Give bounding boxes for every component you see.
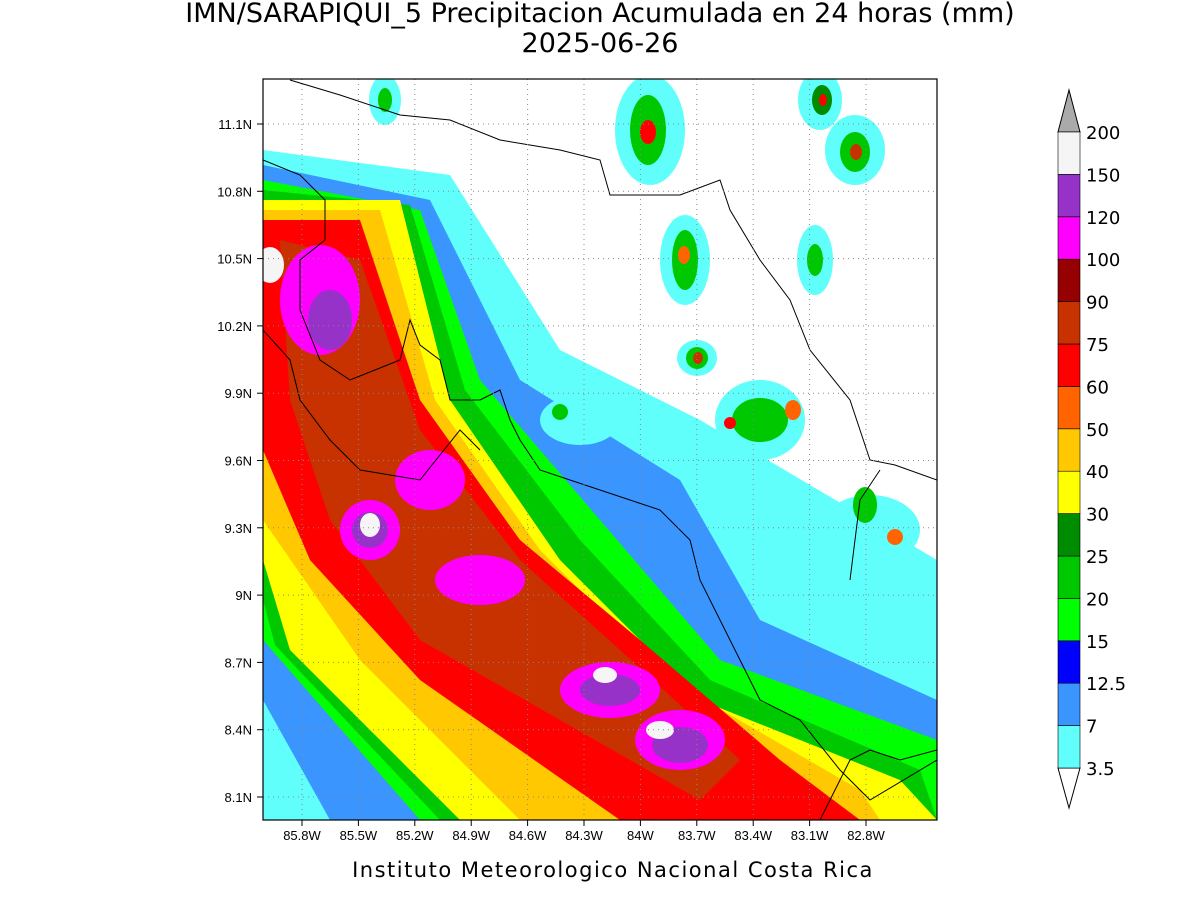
precip-contour xyxy=(580,674,640,706)
coastline xyxy=(263,79,937,820)
precip-contour xyxy=(593,667,617,683)
date: 2025-06-26 xyxy=(522,28,679,59)
footer: Instituto Meteorologico Nacional Costa R… xyxy=(352,858,874,882)
precip-contour xyxy=(308,290,352,350)
lat-label: 9N xyxy=(235,588,252,603)
precip-contour xyxy=(724,417,736,429)
colorbar-low-end xyxy=(1057,767,1081,810)
lon-label: 84.9W xyxy=(452,828,490,843)
precip-contour xyxy=(263,220,860,820)
colorbar-label: 60 xyxy=(1086,377,1109,398)
colorbar-label: 40 xyxy=(1086,462,1109,483)
colorbar-box xyxy=(1057,470,1081,514)
precip-contour xyxy=(678,246,690,264)
precip-contour xyxy=(819,94,827,106)
lon-label: 83.7W xyxy=(678,828,716,843)
colorbar-box xyxy=(1057,682,1081,726)
colorbar-box xyxy=(1057,513,1081,557)
map-frame xyxy=(262,78,938,821)
precip-contour xyxy=(435,555,525,605)
colorbar-label: 7 xyxy=(1086,717,1097,738)
colorbar-box xyxy=(1057,598,1081,642)
lat-label: 10.8N xyxy=(217,184,252,199)
precip-field xyxy=(263,79,937,820)
axis-labels: 85.8W 85.5W 85.2W 84.9W 84.6W 84.3W 84W 83.7W 83… xyxy=(217,117,885,843)
precip-contour xyxy=(850,144,862,160)
colorbar-label: 75 xyxy=(1086,335,1109,356)
colorbar-label: 100 xyxy=(1086,250,1120,271)
colorbar-label: 30 xyxy=(1086,505,1109,526)
lon-label: 84.6W xyxy=(509,828,547,843)
colorbar-box xyxy=(1057,174,1081,218)
lat-label: 8.7N xyxy=(225,655,252,670)
colorbar-box xyxy=(1057,725,1081,769)
graticule xyxy=(263,79,937,820)
colorbar-box xyxy=(1057,258,1081,302)
lat-label: 9.6N xyxy=(225,454,252,469)
colorbar-box xyxy=(1057,343,1081,387)
precip-contour xyxy=(360,513,380,537)
colorbar-label: 15 xyxy=(1086,632,1109,653)
colorbar-label: 12.5 xyxy=(1086,674,1126,695)
colorbar-box xyxy=(1057,131,1081,175)
precip-contour xyxy=(263,247,284,283)
title: IMN/SARAPIQUI_5 Precipitacion Acumulada … xyxy=(185,0,1014,29)
lat-label: 8.1N xyxy=(225,790,252,805)
precip-contour xyxy=(693,352,703,364)
lon-label: 82.8W xyxy=(847,828,885,843)
colorbar-label: 150 xyxy=(1086,165,1120,186)
precip-contour xyxy=(732,398,788,442)
precip-contour xyxy=(820,495,920,565)
precip-contour xyxy=(646,721,674,739)
lat-label: 8.4N xyxy=(225,723,252,738)
precip-contour xyxy=(887,529,903,545)
colorbar-label: 200 xyxy=(1086,123,1120,144)
precip-contour xyxy=(640,120,656,144)
lat-label: 11.1N xyxy=(218,117,252,132)
lat-label: 10.2N xyxy=(217,319,252,334)
precip-contour xyxy=(280,240,740,800)
precip-contour xyxy=(378,88,392,112)
lon-label: 84W xyxy=(627,828,654,843)
colorbar-box xyxy=(1057,301,1081,345)
colorbar-label: 3.5 xyxy=(1086,759,1115,780)
lat-label: 9.9N xyxy=(225,386,252,401)
precip-contour xyxy=(540,395,620,445)
colorbar-label: 120 xyxy=(1086,208,1120,229)
colorbar-label: 90 xyxy=(1086,293,1109,314)
colorbar-label: 50 xyxy=(1086,420,1109,441)
lon-label: 83.4W xyxy=(734,828,772,843)
colorbar-box xyxy=(1057,428,1081,472)
lon-label: 85.2W xyxy=(396,828,434,843)
colorbar-box xyxy=(1057,216,1081,260)
colorbar: 3.5 7 12.5 15 20 25 30 40 50 60 75 90 100 120 150 200 xyxy=(1057,88,1126,810)
lon-label: 85.5W xyxy=(340,828,378,843)
precip-contour xyxy=(552,404,568,420)
colorbar-label: 20 xyxy=(1086,589,1109,610)
precip-contour xyxy=(395,450,465,510)
precip-contour xyxy=(853,487,877,523)
lon-label: 85.8W xyxy=(283,828,321,843)
precip-contour xyxy=(785,400,801,420)
lat-label: 9.3N xyxy=(225,521,252,536)
colorbar-high-end xyxy=(1057,88,1081,133)
colorbar-box xyxy=(1057,386,1081,430)
lat-label: 10.5N xyxy=(217,252,252,267)
precip-contour xyxy=(807,244,823,276)
lon-label: 83.1W xyxy=(791,828,829,843)
colorbar-box xyxy=(1057,640,1081,684)
lon-label: 84.3W xyxy=(565,828,603,843)
colorbar-box xyxy=(1057,555,1081,599)
colorbar-label: 25 xyxy=(1086,547,1109,568)
